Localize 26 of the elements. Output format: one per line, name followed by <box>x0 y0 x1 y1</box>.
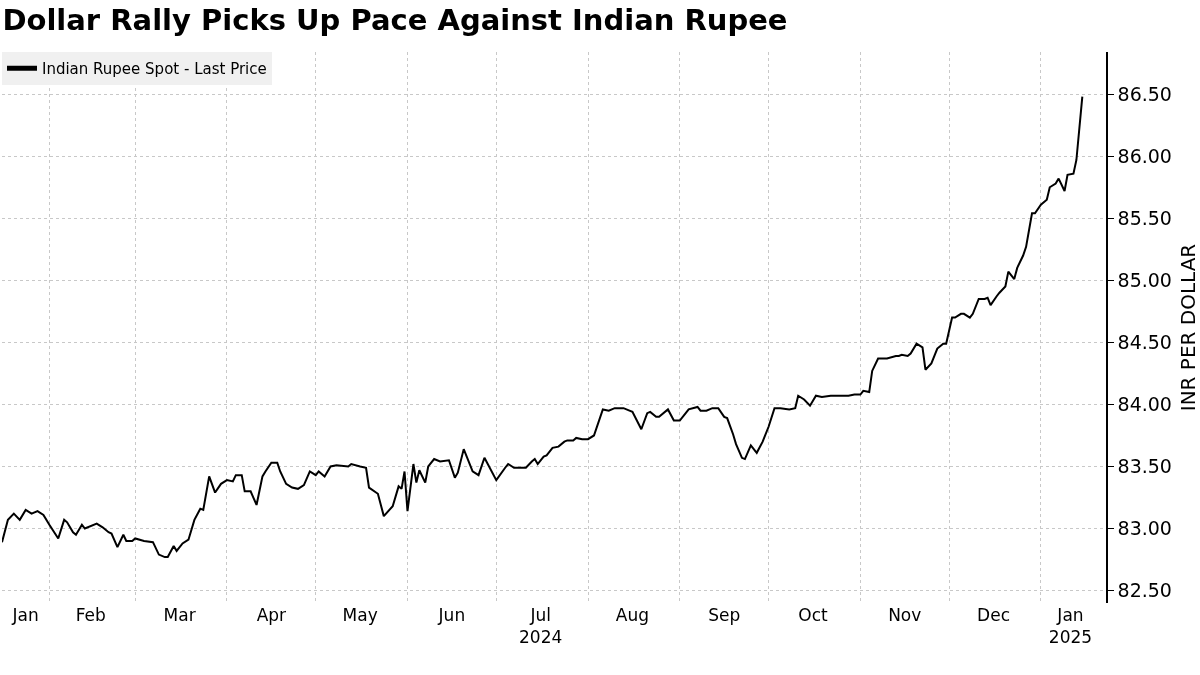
y-tick-label: 83.00 <box>1117 517 1172 540</box>
y-tick-label: 84.00 <box>1117 393 1172 416</box>
x-tick-label: Mar <box>163 605 196 625</box>
x-tick-label: Dec <box>977 605 1010 625</box>
y-tick-label: 86.50 <box>1117 82 1172 105</box>
x-tick-label: Jan 2025 <box>1048 605 1093 648</box>
legend-label: Indian Rupee Spot - Last Price <box>42 60 267 79</box>
x-tick-label: Jul 2024 <box>519 605 563 648</box>
y-tick-label: 84.50 <box>1117 331 1172 354</box>
x-tick-label: Feb <box>75 605 106 625</box>
line-series <box>2 95 1084 559</box>
y-tick-label: 85.00 <box>1117 268 1172 291</box>
x-tick-label: Jun <box>437 605 466 625</box>
y-tick-label: 85.50 <box>1117 206 1172 229</box>
x-tick-label: Apr <box>256 605 287 625</box>
x-tick-label: Jan <box>11 605 39 625</box>
x-tick-label: Oct <box>798 605 828 625</box>
x-tick-label: Aug <box>615 605 650 625</box>
y-tick-label: 83.50 <box>1117 455 1172 478</box>
y-axis-title: INR PER DOLLAR <box>1176 243 1200 412</box>
chart-title: Dollar Rally Picks Up Pace Against Indian Rupee <box>2 3 788 38</box>
y-tick-label: 82.50 <box>1117 579 1172 602</box>
y-tick-label: 86.00 <box>1117 144 1172 167</box>
x-tick-label: May <box>342 605 378 625</box>
x-tick-label: Nov <box>888 605 922 625</box>
x-tick-label: Sep <box>708 605 741 625</box>
